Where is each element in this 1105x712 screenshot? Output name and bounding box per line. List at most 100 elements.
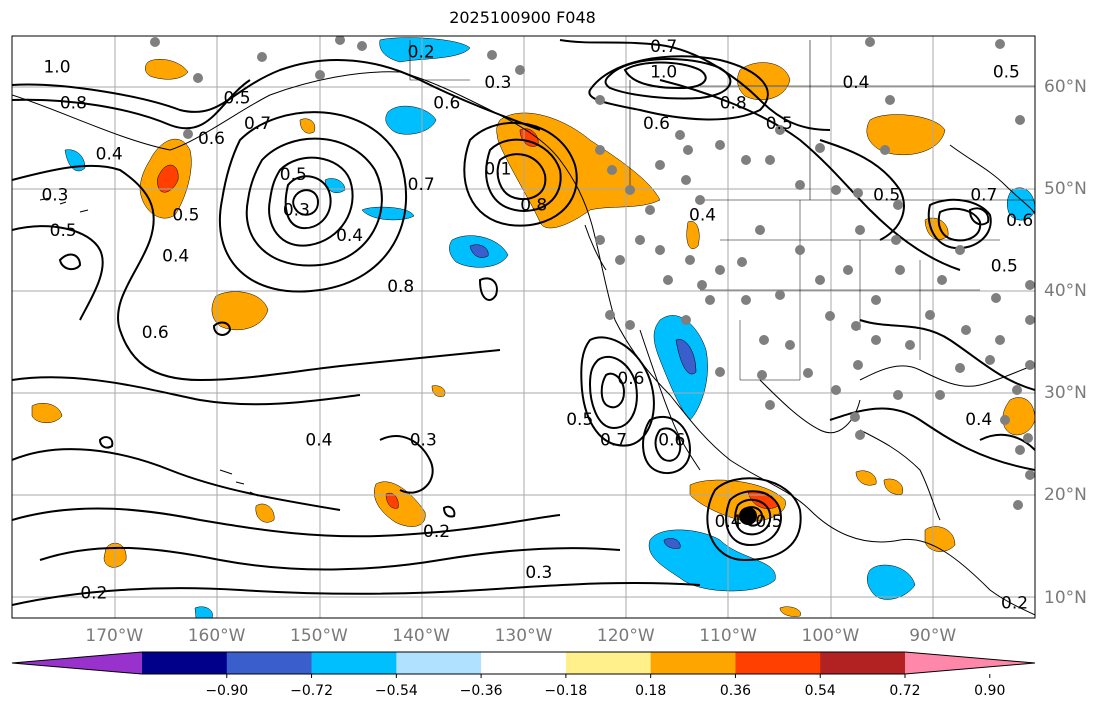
contour-label: 0.1 (484, 160, 511, 180)
lon-label: 100°W (801, 626, 860, 646)
contour-label: 0.5 (172, 206, 199, 226)
contour-label: 0.5 (755, 512, 782, 532)
orange-shade (686, 220, 700, 249)
colorbar-tick-label: −0.18 (544, 683, 588, 699)
colorbar-tick-label: 0.72 (889, 683, 921, 699)
dark-blue-shade (469, 244, 489, 258)
dark-blue-shade (675, 339, 697, 375)
lon-label: 90°W (909, 626, 957, 646)
contour-label: 0.4 (305, 430, 332, 450)
orange-shade (883, 478, 904, 495)
contour-label: 0.5 (766, 114, 793, 134)
colorbar-segment (481, 652, 567, 674)
dark-blue-shade (663, 538, 681, 549)
contour-label: 0.2 (80, 583, 107, 603)
contour-label: 0.6 (198, 129, 225, 149)
contour-label: 0.7 (244, 114, 271, 134)
colorbar-tick-label: 0.18 (635, 683, 667, 699)
contour-label: 0.8 (60, 93, 87, 113)
orange-shade (31, 403, 63, 423)
colorbar-segment (226, 652, 313, 674)
orange-shade (779, 606, 801, 617)
contour-label: 0.4 (715, 512, 742, 532)
contour-labels: 1.0 0.8 0.5 0.4 0.3 0.5 0.5 0.4 0.6 0.7 0.5 0.3 0.4 0… (41, 37, 1033, 614)
contour-label: 0.5 (993, 63, 1020, 83)
contour-label: 0.6 (658, 430, 685, 450)
colorbar-segment (820, 652, 906, 674)
colorbar-tick-label: −0.90 (205, 683, 249, 699)
colorbar (11, 651, 1036, 678)
orange-shade (374, 481, 426, 527)
colorbar-segment (735, 652, 821, 674)
map-title: 2025100900 F048 (449, 8, 596, 27)
lat-label: 20°N (1044, 485, 1087, 506)
contour-label: 0.6 (617, 369, 644, 389)
red-shade (156, 164, 179, 193)
map-frame (11, 35, 1036, 619)
orange-shade (431, 385, 446, 397)
contour-lines (12, 39, 1035, 606)
contour-label: 1.0 (43, 58, 70, 78)
contour-label: 0.3 (525, 563, 552, 583)
station-dots (150, 36, 1035, 510)
contour-label: 0.4 (96, 144, 123, 164)
orange-shade (1002, 397, 1035, 436)
lon-label: 120°W (596, 626, 655, 646)
contour-label: 0.6 (142, 323, 169, 343)
blue-shade (1006, 187, 1035, 221)
contour-label: 0.2 (408, 42, 435, 62)
orange-shade (299, 118, 316, 134)
colorbar-tick-label: 0.36 (719, 683, 752, 699)
red-shade (385, 492, 399, 509)
contour-label: 0.6 (1006, 211, 1033, 231)
lat-label: 40°N (1044, 281, 1087, 302)
colorbar-extend-low (12, 652, 142, 674)
lat-label: 30°N (1044, 383, 1087, 404)
lat-label: 50°N (1044, 179, 1087, 200)
lon-label: 160°W (187, 626, 246, 646)
contour-label: 0.8 (520, 195, 547, 215)
blue-shade (867, 564, 916, 600)
contour-label: 0.5 (991, 257, 1018, 277)
contour-label: 0.3 (410, 430, 437, 450)
lon-label: 140°W (392, 626, 451, 646)
contour-label: 0.5 (224, 88, 251, 108)
lon-label: 110°W (699, 626, 757, 646)
contour-label: 0.8 (720, 93, 747, 113)
blue-shade (361, 206, 415, 221)
orange-shade (866, 114, 946, 156)
contour-label: 0.8 (387, 277, 414, 297)
contour-label: 0.2 (1001, 594, 1028, 614)
orange-shade (255, 503, 275, 523)
contour-label: 0.4 (689, 206, 716, 226)
blue-shade (648, 529, 776, 592)
orange-shade (145, 59, 189, 80)
lat-label: 60°N (1044, 77, 1087, 98)
contour-label: 0.3 (283, 201, 310, 221)
colorbar-segment (142, 652, 228, 674)
blue-shade (194, 606, 213, 618)
contour-label: 0.2 (423, 522, 450, 542)
gridlines (12, 36, 1035, 618)
contour-label: 0.7 (408, 175, 435, 195)
colorbar-tick-label: −0.36 (459, 683, 503, 699)
contour-label: 0.4 (965, 410, 992, 430)
contour-label: 0.5 (566, 410, 593, 430)
orange-shade (855, 470, 877, 486)
colorbar-extend-high (905, 652, 1035, 674)
contour-label: 0.3 (41, 185, 68, 205)
contour-label: 0.3 (484, 73, 511, 93)
colorbar-segment (311, 652, 397, 674)
lon-label: 170°W (85, 626, 144, 646)
contour-label: 0.4 (336, 226, 363, 246)
contour-label: 0.7 (600, 430, 627, 450)
blue-shade (379, 37, 471, 63)
contour-label: 0.6 (433, 93, 460, 113)
contour-label: 0.6 (643, 114, 670, 134)
blue-shade (385, 105, 437, 135)
contour-label: 0.7 (970, 185, 997, 205)
colorbar-outline (11, 651, 1036, 675)
colorbar-tick-label: 0.90 (974, 683, 1006, 699)
contour-label: 0.7 (650, 37, 677, 57)
